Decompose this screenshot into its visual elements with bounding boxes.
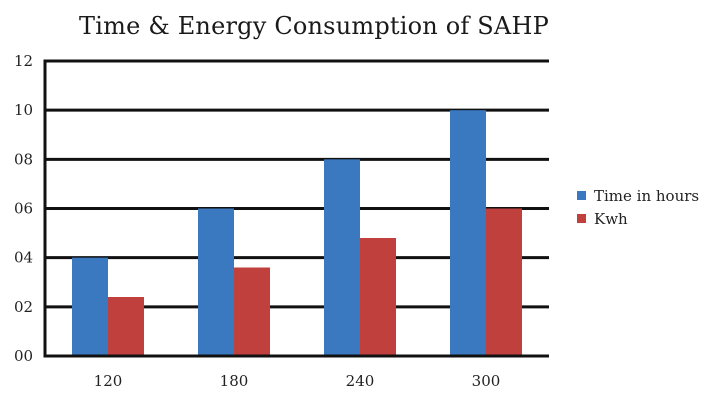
x-tick-label: 240 — [346, 372, 375, 390]
y-tick-label: 08 — [14, 150, 33, 168]
x-tick-label: 120 — [94, 372, 123, 390]
x-tick-label: 180 — [220, 372, 249, 390]
chart-title: Time & Energy Consumption of SAHP — [79, 12, 549, 40]
y-tick-label: 10 — [14, 101, 33, 119]
legend-item: Kwh — [577, 207, 699, 230]
bar-time-in-hours-180 — [198, 208, 234, 356]
bar-kwh-300 — [486, 208, 522, 356]
legend-label: Time in hours — [594, 186, 700, 205]
y-tick-labels: 00 02 04 06 08 10 12 — [14, 52, 33, 365]
bars — [72, 110, 522, 357]
y-tick-label: 12 — [14, 52, 33, 70]
bar-kwh-240 — [360, 238, 396, 356]
legend-label: Kwh — [594, 209, 628, 228]
x-tick-label: 300 — [472, 372, 501, 390]
legend-swatch — [577, 191, 586, 200]
bar-kwh-180 — [234, 267, 270, 356]
x-tick-labels: 120 180 240 300 — [94, 372, 501, 390]
y-tick-label: 00 — [14, 347, 33, 365]
y-tick-label: 06 — [14, 200, 33, 218]
axes — [43, 59, 549, 358]
y-tick-label: 04 — [14, 249, 33, 267]
legend-item: Time in hours — [577, 184, 699, 207]
legend: Time in hours Kwh — [577, 184, 699, 230]
legend-swatch — [577, 214, 586, 223]
y-tick-label: 02 — [14, 298, 33, 316]
bar-time-in-hours-120 — [72, 257, 108, 356]
bar-kwh-120 — [108, 297, 144, 356]
bar-time-in-hours-300 — [450, 110, 486, 357]
bar-time-in-hours-240 — [324, 159, 360, 356]
